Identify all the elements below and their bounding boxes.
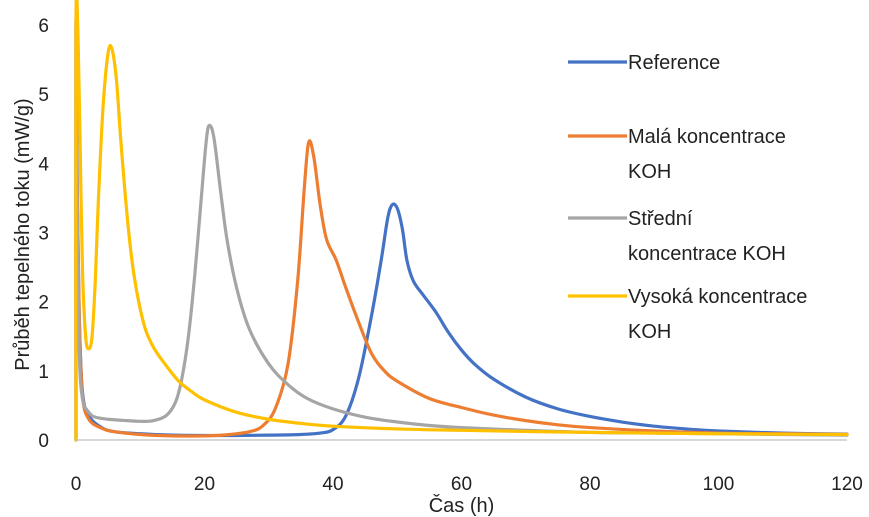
x-tick-label: 20 xyxy=(194,474,215,495)
legend-item: Vysoká koncentrace KOH xyxy=(568,286,807,343)
legend-label: Vysoká koncentrace xyxy=(628,286,807,308)
legend-label: koncentrace KOH xyxy=(628,243,786,265)
y-tick-label: 0 xyxy=(38,431,49,452)
y-tick-label: 6 xyxy=(38,16,49,37)
legend-label: Střední xyxy=(628,208,693,230)
legend-label: KOH xyxy=(628,321,671,343)
series-line-1 xyxy=(74,17,849,442)
y-tick-label: 5 xyxy=(38,85,49,106)
series-line-4 xyxy=(74,0,849,442)
x-tick-label: 80 xyxy=(579,474,600,495)
y-axis-title: Průběh tepelného toku (mW/g) xyxy=(12,98,34,370)
series-layer xyxy=(74,0,849,442)
x-tick-label: 40 xyxy=(322,474,343,495)
x-tick-label: 0 xyxy=(71,474,82,495)
series-line-2 xyxy=(74,17,849,442)
legend-item: Reference xyxy=(568,52,720,74)
series-line-3 xyxy=(74,18,849,442)
x-axis-title: Čas (h) xyxy=(429,494,495,517)
y-tick-label: 4 xyxy=(38,154,49,175)
x-tick-label: 120 xyxy=(831,474,863,495)
y-tick-label: 1 xyxy=(38,362,49,383)
y-tick-labels: 0 1 2 3 4 5 6 xyxy=(38,16,49,452)
y-tick-label: 3 xyxy=(38,224,49,245)
legend-label: Reference xyxy=(628,52,720,74)
legend-item: Střední koncentrace KOH xyxy=(568,208,786,265)
legend-label: KOH xyxy=(628,161,671,183)
legend-item: Malá koncentrace KOH xyxy=(568,126,786,183)
x-tick-labels: 0 20 40 60 80 100 120 xyxy=(71,474,863,495)
x-tick-label: 60 xyxy=(451,474,472,495)
y-tick-label: 2 xyxy=(38,293,49,314)
legend: Reference Malá koncentrace KOH Střední konce… xyxy=(568,52,807,343)
legend-label: Malá koncentrace xyxy=(628,126,786,148)
x-tick-label: 100 xyxy=(703,474,735,495)
